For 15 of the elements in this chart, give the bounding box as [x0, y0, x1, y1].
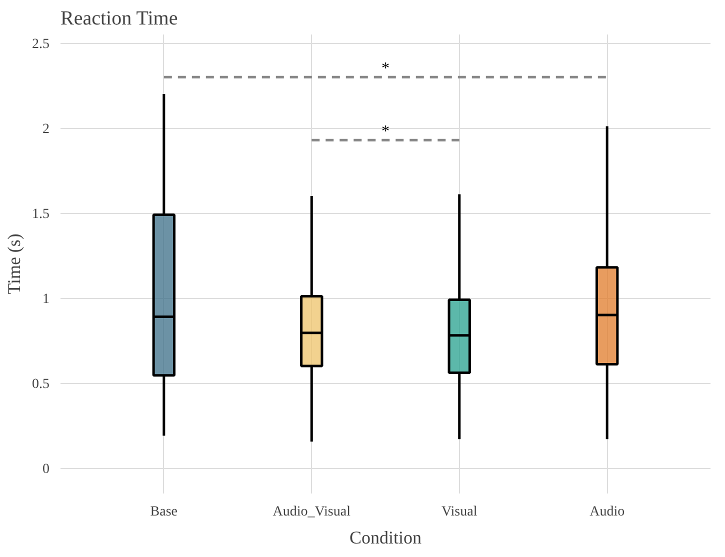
annotation: *	[382, 123, 390, 140]
y-tick-label: 0.5	[32, 377, 50, 392]
x-axis-title: Condition	[349, 528, 422, 548]
y-tick-label: 1	[42, 292, 50, 307]
y-axis-title: Time (s)	[4, 234, 24, 294]
y-tick-label: 2.5	[32, 37, 50, 52]
y-tick-label: 0	[42, 462, 50, 477]
x-tick-label: Audio_Visual	[272, 504, 351, 520]
x-tick-label: Base	[150, 504, 178, 520]
x-tick-label: Audio	[590, 504, 625, 520]
x-tick-label: Visual	[442, 504, 478, 520]
annotation: *	[382, 60, 390, 78]
y-tick-label: 1.5	[32, 207, 50, 222]
y-tick-label: 2	[42, 122, 50, 137]
chart-title: Reaction Time	[60, 8, 178, 30]
